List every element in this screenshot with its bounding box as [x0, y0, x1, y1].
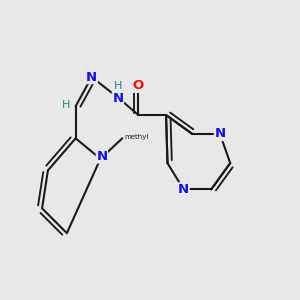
Text: H: H [62, 100, 70, 110]
Text: N: N [96, 150, 107, 163]
Text: O: O [133, 79, 144, 92]
Text: H: H [114, 81, 122, 91]
Text: N: N [178, 183, 189, 196]
Text: methyl: methyl [124, 134, 149, 140]
Text: N: N [112, 92, 124, 105]
Text: N: N [214, 128, 226, 140]
Text: N: N [86, 70, 97, 84]
